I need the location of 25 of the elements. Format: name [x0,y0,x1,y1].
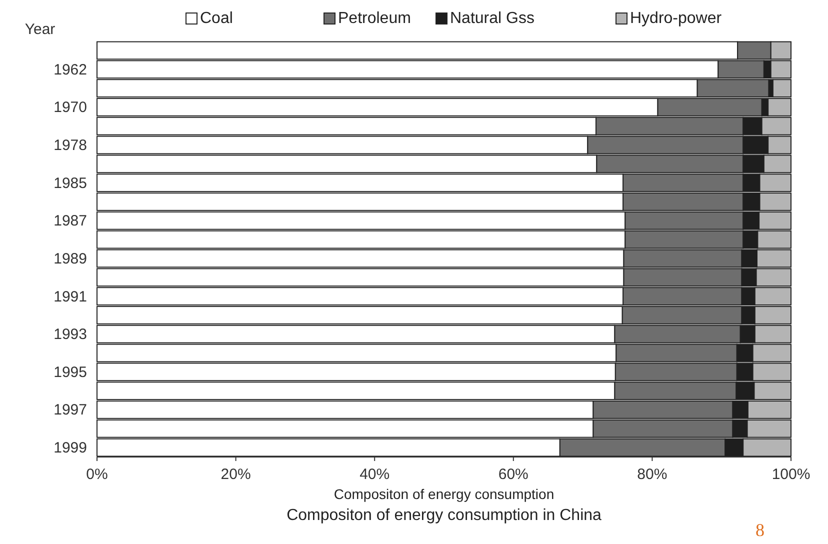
y-tick-label: 1993 [54,326,87,344]
legend-label: Natural Gss [450,10,534,27]
legend-label: Petroleum [338,10,411,27]
y-tick-label: 1995 [54,364,87,381]
x-tick-label: 20% [220,466,251,483]
text: Compositon of energy consumption in China [286,507,602,524]
y-tick-label: 1962 [54,61,87,78]
text: 8 [756,520,764,540]
x-tick-label: 60% [498,466,528,483]
y-tick-label: 1997 [54,402,87,419]
x-tick-label: 100% [772,466,810,483]
y-tick-label: 1991 [54,288,87,306]
x-tick-label: 80% [637,466,668,483]
y-tick-label: 1970 [54,99,87,116]
y-tick-label: 1985 [54,174,87,192]
x-tick-label: 40% [360,466,390,483]
y-tick-label: 1989 [54,250,87,268]
x-tick-label: 0% [86,466,108,483]
y-tick-label: 1999 [54,440,87,457]
y-tick-label: 1987 [54,212,87,230]
y-axis-title: Year [24,21,56,38]
y-tick-label: 1978 [54,137,87,154]
legend-label: Hydro-power [630,10,722,27]
legend-label: Coal [200,10,233,27]
x-axis-title: Compositon of energy consumption [334,486,554,502]
